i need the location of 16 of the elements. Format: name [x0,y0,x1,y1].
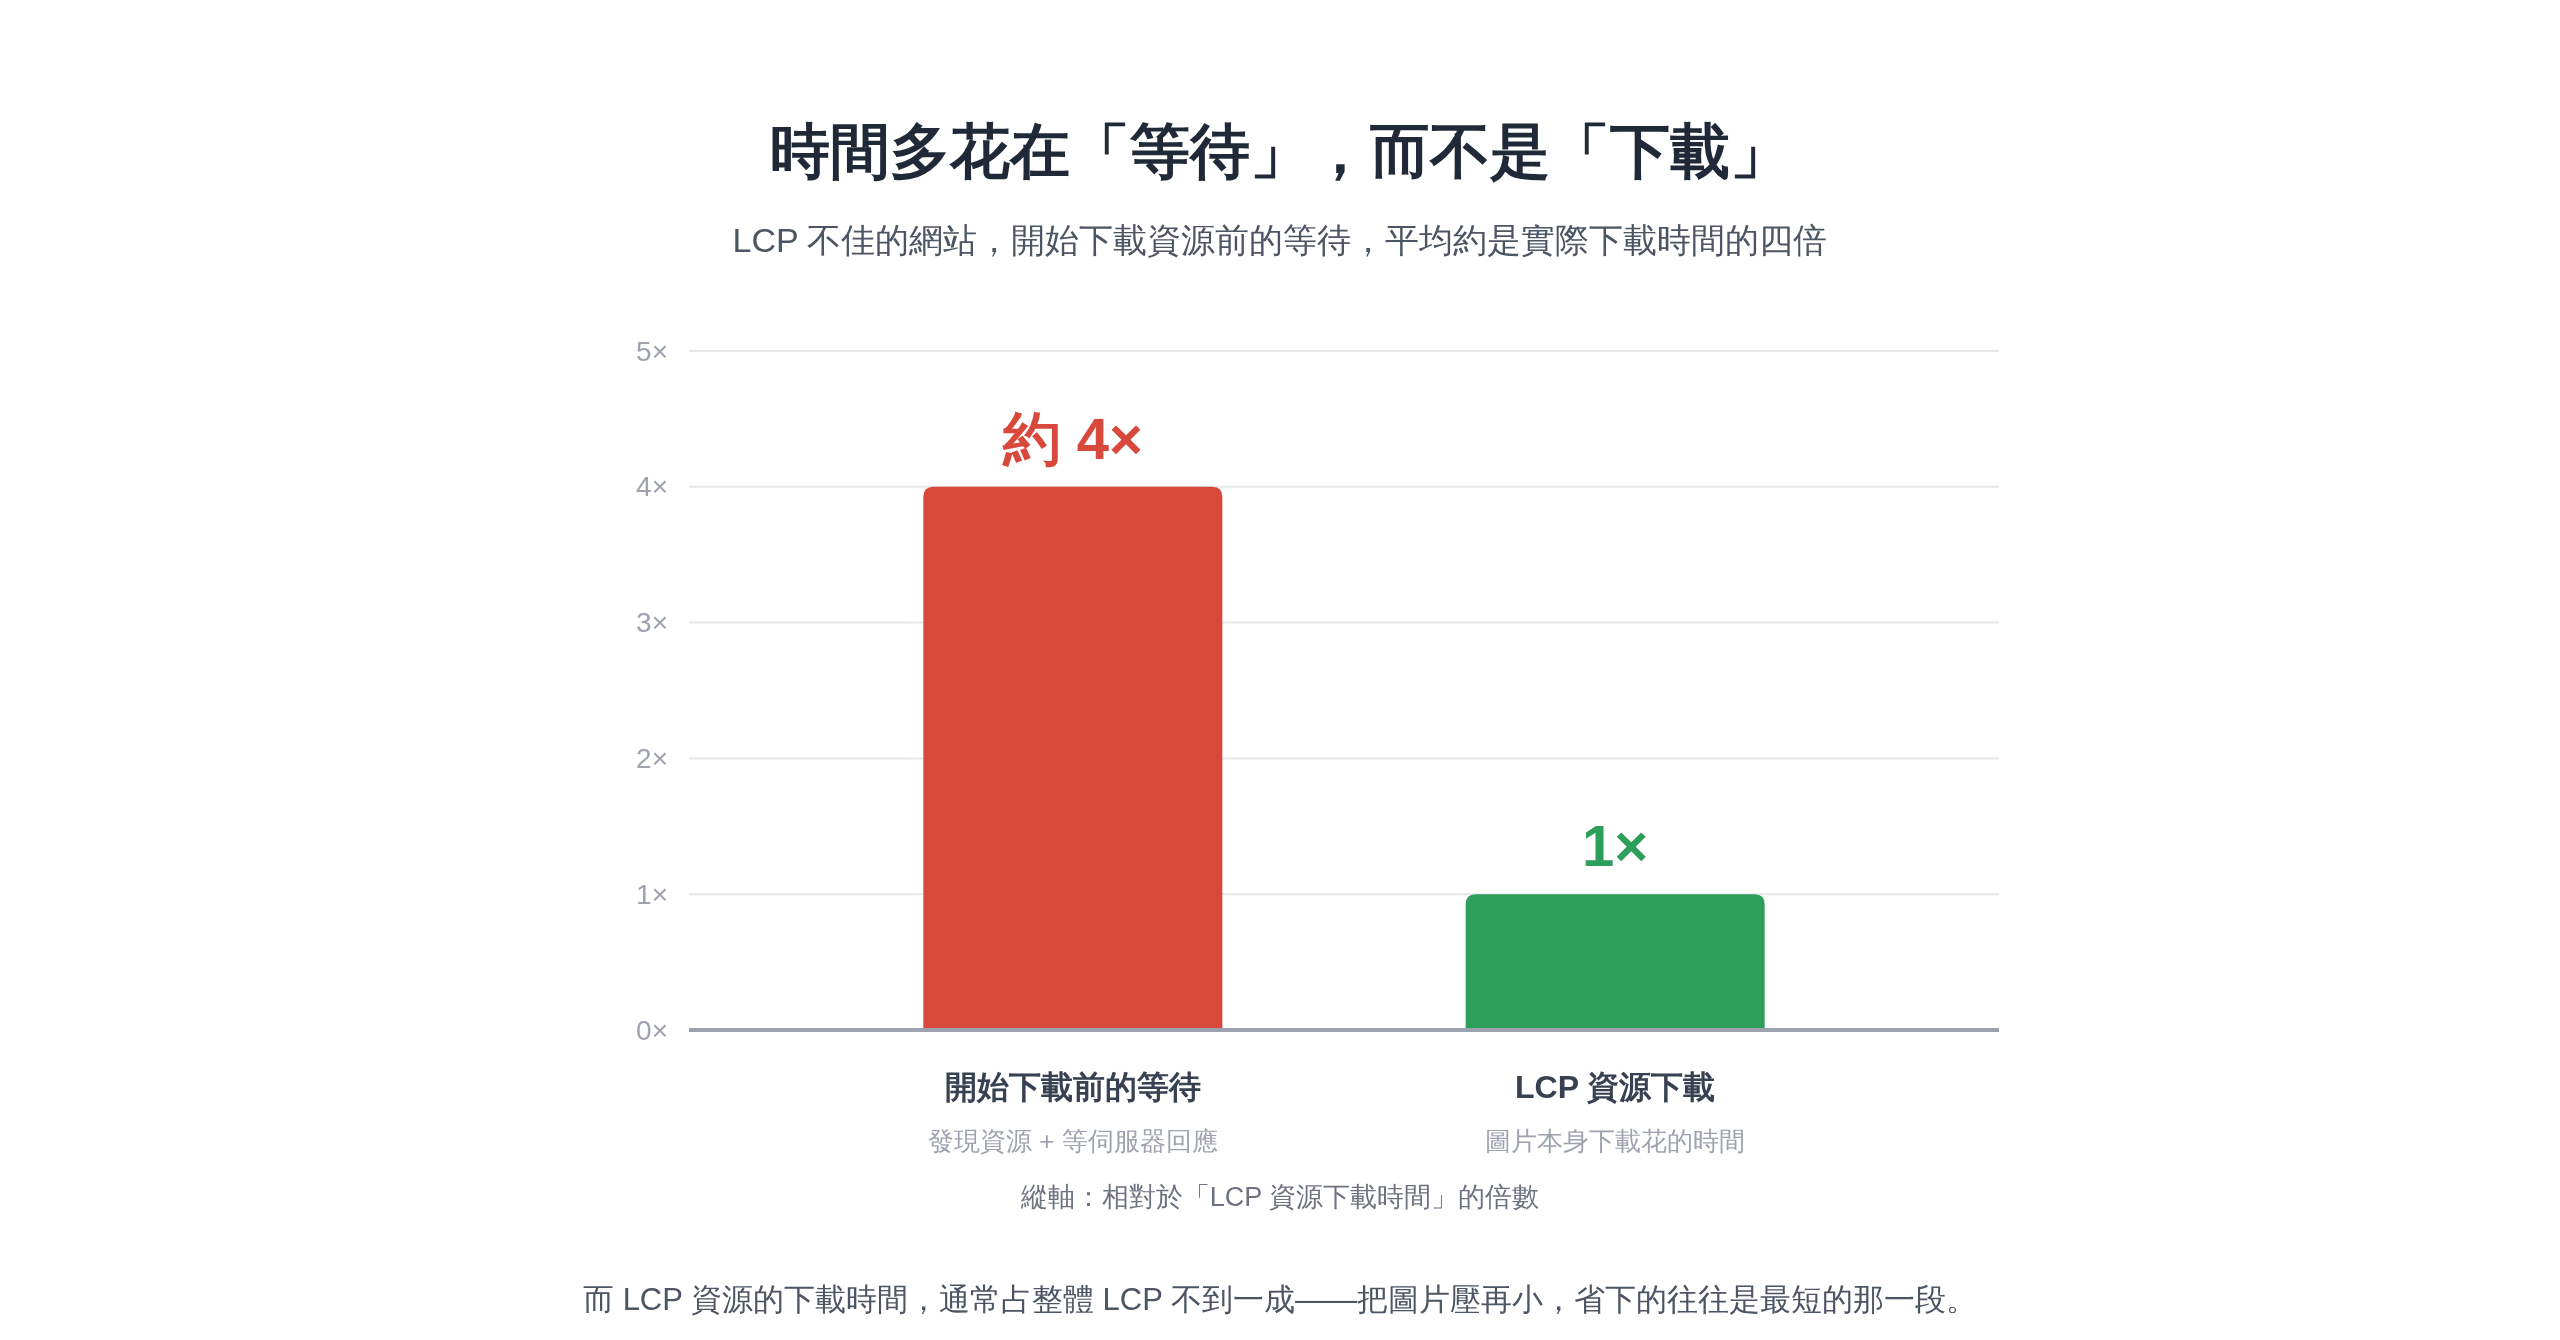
text: 縱軸：相對於「LCP 資源下載時間」的倍數 [1019,1182,1540,1212]
x-tick-label: 開始下載前的等待 [944,1069,1201,1105]
chart-subtitle: LCP 不佳的網站，開始下載資源前的等待，平均約是實際下載時間的四倍 [732,221,1828,259]
y-tick-label: 1× [636,878,668,910]
x-tick-label: LCP 資源下載 [1515,1069,1716,1105]
y-tick-label: 3× [636,607,668,639]
text: 圖片本身下載花的時間 [1485,1126,1746,1156]
y-tick-label: 5× [636,335,668,367]
data-label: 約 4× [1001,405,1143,471]
data-label: 1× [1582,813,1649,879]
y-tick-label: 2× [636,742,668,774]
text: 而 LCP 資源的下載時間，通常占整體 LCP 不到一成——把圖片壓再小，省下的往往是最短的那一段。 [583,1282,1977,1317]
y-tick-label: 4× [636,471,668,503]
y-tick-label: 0× [636,1014,668,1046]
text: 發現資源 + 等伺服器回應 [928,1126,1218,1156]
chart-title: 時間多花在「等待」，而不是「下載」 [770,118,1790,185]
